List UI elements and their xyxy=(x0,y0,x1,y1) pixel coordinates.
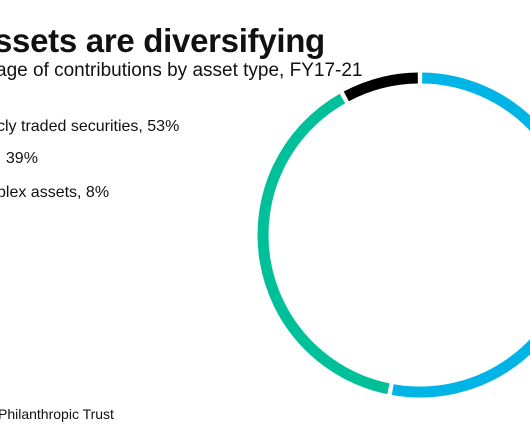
donut-slice-public-securities xyxy=(391,72,530,398)
chart-subtitle: age of contributions by asset type, FY17… xyxy=(0,60,363,81)
legend-item-complex-assets: plex assets, 8% xyxy=(0,184,110,201)
chart-title: ssets are diversifying xyxy=(0,22,325,59)
source-note: Philanthropic Trust xyxy=(0,406,114,422)
legend-item-second-category: , 39% xyxy=(0,150,38,167)
donut-slice-second-category xyxy=(257,93,390,395)
legend-item-public-securities: cly traded securities, 53% xyxy=(0,118,180,135)
donut-slice-complex-assets xyxy=(343,72,418,102)
